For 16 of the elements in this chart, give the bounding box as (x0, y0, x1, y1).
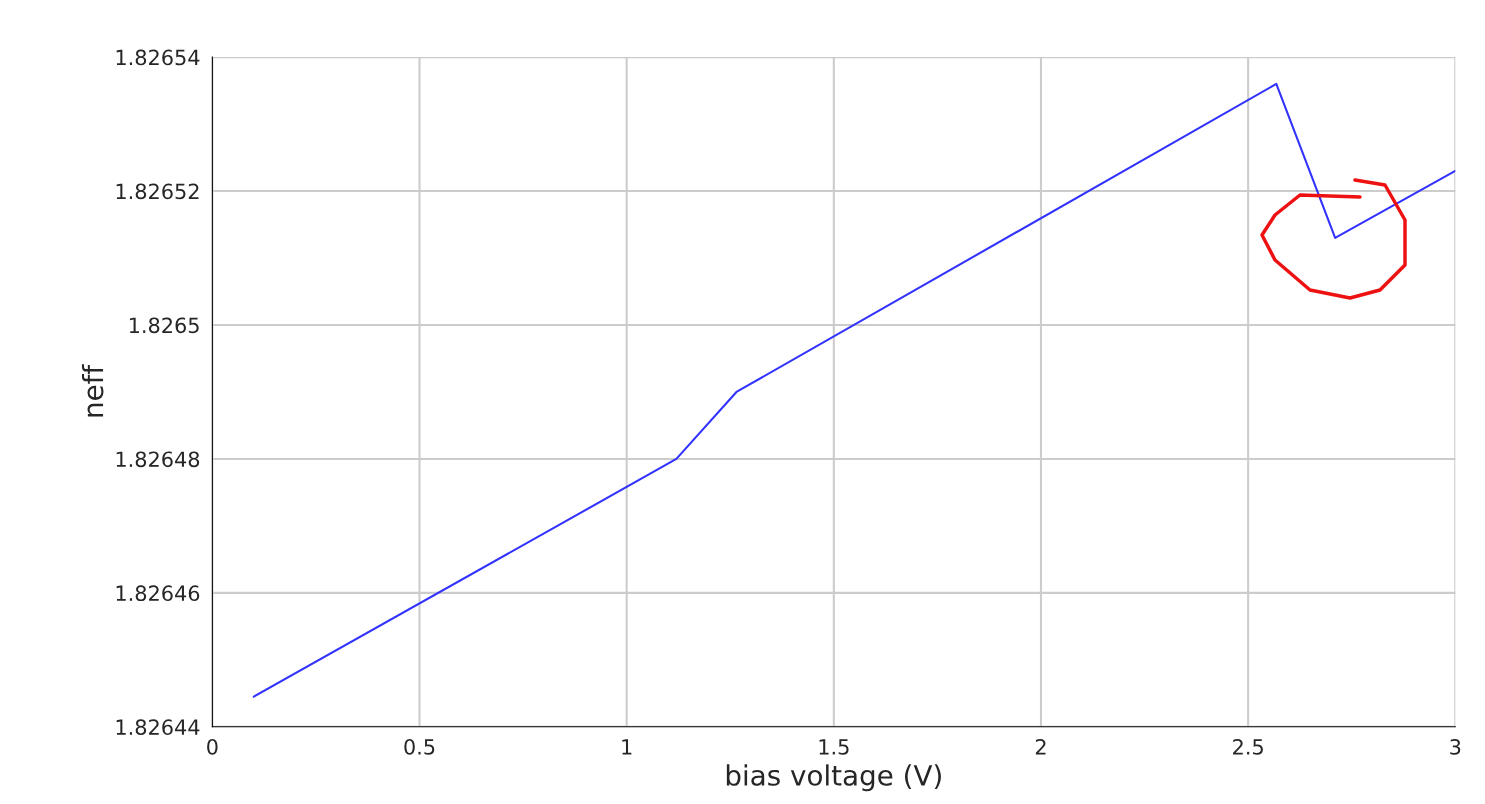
y-tick-label: 1.82648 (116, 451, 200, 468)
line-series (252, 82, 1456, 698)
y-tick-label: 1.8265 (129, 317, 199, 334)
x-tick-label: 1.5 (819, 739, 849, 755)
x-tick-label: 2 (1035, 738, 1046, 755)
x-tick-label: 2.5 (1233, 738, 1263, 755)
y-axis-title: neff (81, 364, 104, 417)
x-tick-label: 0.5 (404, 738, 435, 755)
y-tick-label: 1.82654 (116, 49, 200, 66)
y-tick-label: 1.82644 (116, 719, 200, 736)
y-tick-label: 1.82652 (116, 183, 199, 200)
x-tick-label: 3 (1450, 738, 1461, 755)
x-axis-title: bias voltage (V) (726, 764, 941, 792)
x-tick-label: 0 (207, 738, 218, 755)
x-tick-label: 1 (622, 739, 632, 755)
y-tick-label: 1.82646 (116, 585, 200, 602)
